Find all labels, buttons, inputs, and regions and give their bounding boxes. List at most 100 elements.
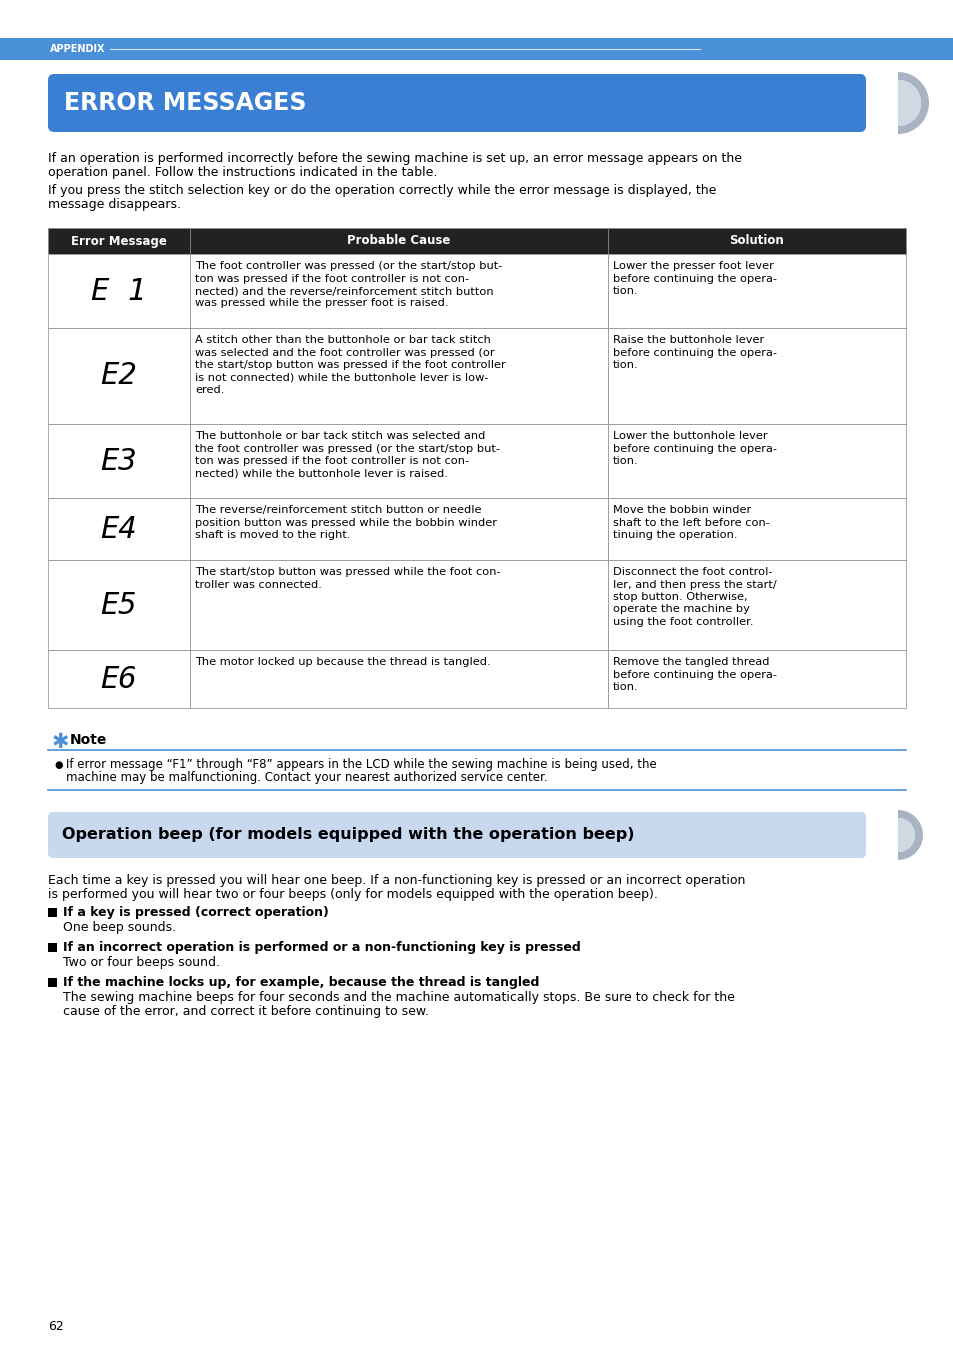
Text: Each time a key is pressed you will hear one beep. If a non-functioning key is p: Each time a key is pressed you will hear… [48, 874, 744, 887]
Text: Two or four beeps sound.: Two or four beeps sound. [63, 956, 220, 969]
Text: machine may be malfunctioning. Contact your nearest authorized service center.: machine may be malfunctioning. Contact y… [66, 771, 547, 785]
Text: operation panel. Follow the instructions indicated in the table.: operation panel. Follow the instructions… [48, 166, 436, 179]
Text: Solution: Solution [729, 235, 783, 248]
Bar [190, 650, 607, 708]
Text: tion.: tion. [613, 286, 638, 297]
Text: E6: E6 [100, 665, 137, 693]
Bar [48, 253, 190, 328]
Text: Move the bobbin winder: Move the bobbin winder [613, 506, 750, 515]
Text: tion.: tion. [613, 682, 638, 692]
Text: Raise the buttonhole lever: Raise the buttonhole lever [613, 336, 763, 345]
Bar [48, 328, 190, 425]
Text: tion.: tion. [613, 360, 638, 369]
Text: ✱: ✱ [52, 732, 70, 752]
Polygon shape [897, 71, 928, 133]
Text: stop button. Otherwise,: stop button. Otherwise, [613, 592, 747, 603]
Text: position button was pressed while the bobbin winder: position button was pressed while the bo… [194, 518, 497, 527]
Text: E 1: E 1 [91, 276, 147, 306]
Bar [48, 979, 57, 987]
Bar [48, 909, 57, 917]
Text: APPENDIX: APPENDIX [50, 44, 106, 54]
Text: ton was pressed if the foot controller is not con-: ton was pressed if the foot controller i… [194, 274, 469, 283]
Text: E3: E3 [100, 446, 137, 476]
Text: E4: E4 [100, 515, 137, 543]
Bar [190, 228, 607, 253]
Text: Lower the buttonhole lever: Lower the buttonhole lever [613, 431, 767, 441]
Polygon shape [897, 818, 914, 852]
Text: E5: E5 [100, 590, 137, 620]
Text: Error Message: Error Message [71, 235, 167, 248]
Polygon shape [897, 80, 920, 125]
Text: If you press the stitch selection key or do the operation correctly while the er: If you press the stitch selection key or… [48, 183, 716, 197]
Text: One beep sounds.: One beep sounds. [63, 921, 176, 934]
Text: nected) and the reverse/reinforcement stitch button: nected) and the reverse/reinforcement st… [194, 286, 493, 297]
Text: is not connected) while the buttonhole lever is low-: is not connected) while the buttonhole l… [194, 372, 488, 383]
Bar [48, 650, 190, 708]
Bar [48, 559, 190, 650]
Bar [607, 425, 905, 497]
Text: E2: E2 [100, 361, 137, 391]
Bar [190, 497, 607, 559]
Polygon shape [897, 810, 923, 860]
Bar [607, 228, 905, 253]
Text: message disappears.: message disappears. [48, 198, 181, 212]
Text: 62: 62 [48, 1320, 64, 1333]
Text: ler, and then press the start/: ler, and then press the start/ [613, 580, 776, 589]
Text: before continuing the opera-: before continuing the opera- [613, 443, 776, 453]
Bar [190, 328, 607, 425]
Text: the start/stop button was pressed if the foot controller: the start/stop button was pressed if the… [194, 360, 505, 369]
Bar [607, 253, 905, 328]
FancyBboxPatch shape [48, 811, 865, 857]
Text: tion.: tion. [613, 456, 638, 466]
Text: Note: Note [70, 733, 108, 747]
Bar [607, 559, 905, 650]
Text: Operation beep (for models equipped with the operation beep): Operation beep (for models equipped with… [62, 828, 634, 842]
Text: The reverse/reinforcement stitch button or needle: The reverse/reinforcement stitch button … [194, 506, 481, 515]
Text: was pressed while the presser foot is raised.: was pressed while the presser foot is ra… [194, 298, 448, 309]
Text: If error message “F1” through “F8” appears in the LCD while the sewing machine i: If error message “F1” through “F8” appea… [66, 758, 656, 771]
Bar [607, 328, 905, 425]
Text: before continuing the opera-: before continuing the opera- [613, 274, 776, 283]
FancyBboxPatch shape [48, 74, 865, 132]
Text: was selected and the foot controller was pressed (or: was selected and the foot controller was… [194, 348, 494, 357]
Bar [607, 497, 905, 559]
Text: ●: ● [54, 760, 63, 770]
Text: before continuing the opera-: before continuing the opera- [613, 348, 776, 357]
Text: If a key is pressed (correct operation): If a key is pressed (correct operation) [63, 906, 329, 919]
Text: The start/stop button was pressed while the foot con-: The start/stop button was pressed while … [194, 568, 500, 577]
Bar [48, 228, 190, 253]
Bar [48, 944, 57, 952]
Text: troller was connected.: troller was connected. [194, 580, 321, 589]
Text: The sewing machine beeps for four seconds and the machine automatically stops. B: The sewing machine beeps for four second… [63, 991, 734, 1004]
Text: tinuing the operation.: tinuing the operation. [613, 530, 737, 541]
Text: nected) while the buttonhole lever is raised.: nected) while the buttonhole lever is ra… [194, 469, 447, 479]
Text: ERROR MESSAGES: ERROR MESSAGES [64, 92, 306, 115]
Bar [190, 253, 607, 328]
Text: is performed you will hear two or four beeps (only for models equipped with the : is performed you will hear two or four b… [48, 888, 658, 900]
Bar [190, 425, 607, 497]
Text: Disconnect the foot control-: Disconnect the foot control- [613, 568, 772, 577]
Text: using the foot controller.: using the foot controller. [613, 617, 753, 627]
Text: If an operation is performed incorrectly before the sewing machine is set up, an: If an operation is performed incorrectly… [48, 152, 741, 164]
Text: the foot controller was pressed (or the start/stop but-: the foot controller was pressed (or the … [194, 443, 499, 453]
Text: The foot controller was pressed (or the start/stop but-: The foot controller was pressed (or the … [194, 262, 502, 271]
Bar [48, 425, 190, 497]
Text: cause of the error, and correct it before continuing to sew.: cause of the error, and correct it befor… [63, 1006, 429, 1018]
Text: The motor locked up because the thread is tangled.: The motor locked up because the thread i… [194, 656, 490, 667]
Text: shaft to the left before con-: shaft to the left before con- [613, 518, 769, 527]
Text: If the machine locks up, for example, because the thread is tangled: If the machine locks up, for example, be… [63, 976, 538, 989]
Bar [607, 650, 905, 708]
Text: Lower the presser foot lever: Lower the presser foot lever [613, 262, 773, 271]
Text: If an incorrect operation is performed or a non-functioning key is pressed: If an incorrect operation is performed o… [63, 941, 580, 954]
Bar [48, 497, 190, 559]
Bar [0, 38, 953, 61]
Bar [190, 559, 607, 650]
Text: ton was pressed if the foot controller is not con-: ton was pressed if the foot controller i… [194, 456, 469, 466]
Text: ered.: ered. [194, 386, 224, 395]
Text: Remove the tangled thread: Remove the tangled thread [613, 656, 769, 667]
Text: shaft is moved to the right.: shaft is moved to the right. [194, 530, 350, 541]
Text: A stitch other than the buttonhole or bar tack stitch: A stitch other than the buttonhole or ba… [194, 336, 491, 345]
Text: before continuing the opera-: before continuing the opera- [613, 670, 776, 679]
Text: operate the machine by: operate the machine by [613, 604, 749, 615]
Text: Probable Cause: Probable Cause [347, 235, 450, 248]
